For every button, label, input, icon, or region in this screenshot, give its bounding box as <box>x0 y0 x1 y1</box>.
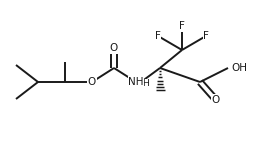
Text: OH: OH <box>231 63 247 73</box>
Text: F: F <box>155 31 161 41</box>
Text: F: F <box>179 21 185 31</box>
Text: O: O <box>110 43 118 53</box>
Text: O: O <box>212 95 220 105</box>
Text: F: F <box>203 31 209 41</box>
Text: N: N <box>129 77 137 87</box>
Text: NH: NH <box>128 77 144 87</box>
Text: O: O <box>88 77 96 87</box>
Text: H: H <box>142 79 149 88</box>
